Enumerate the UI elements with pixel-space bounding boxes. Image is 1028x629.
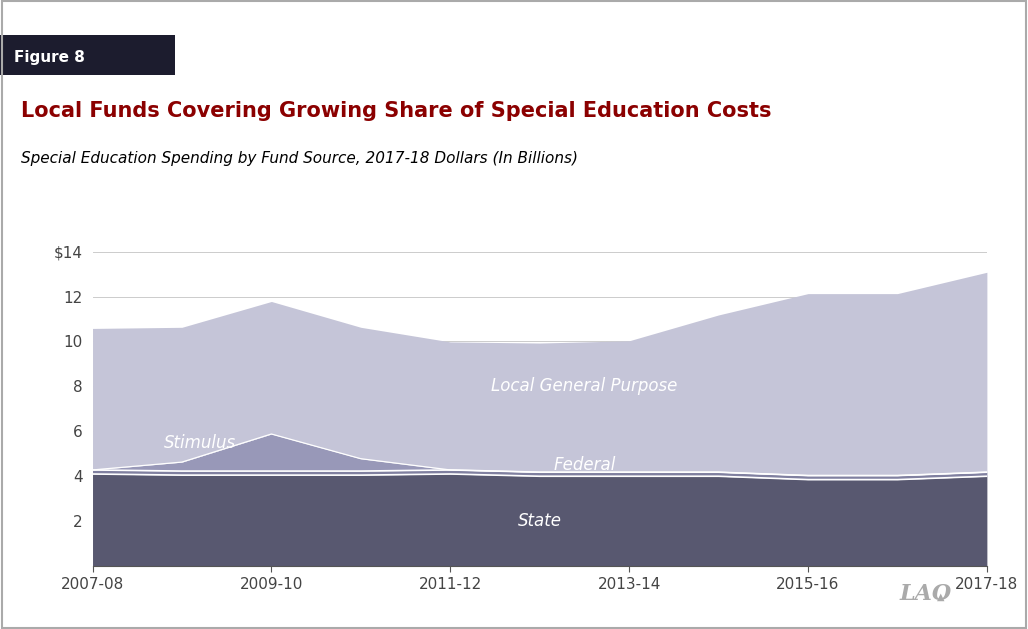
Text: LAO: LAO [900, 584, 952, 605]
Text: State: State [518, 512, 561, 530]
Text: ▲: ▲ [937, 591, 945, 601]
Text: Stimulus: Stimulus [163, 433, 235, 452]
Text: Local General Purpose: Local General Purpose [491, 377, 677, 396]
Text: Local Funds Covering Growing Share of Special Education Costs: Local Funds Covering Growing Share of Sp… [21, 101, 771, 121]
Text: Federal: Federal [553, 456, 616, 474]
Text: Special Education Spending by Fund Source, 2017-18 Dollars (In Billions): Special Education Spending by Fund Sourc… [21, 151, 578, 166]
Text: Figure 8: Figure 8 [14, 50, 85, 65]
